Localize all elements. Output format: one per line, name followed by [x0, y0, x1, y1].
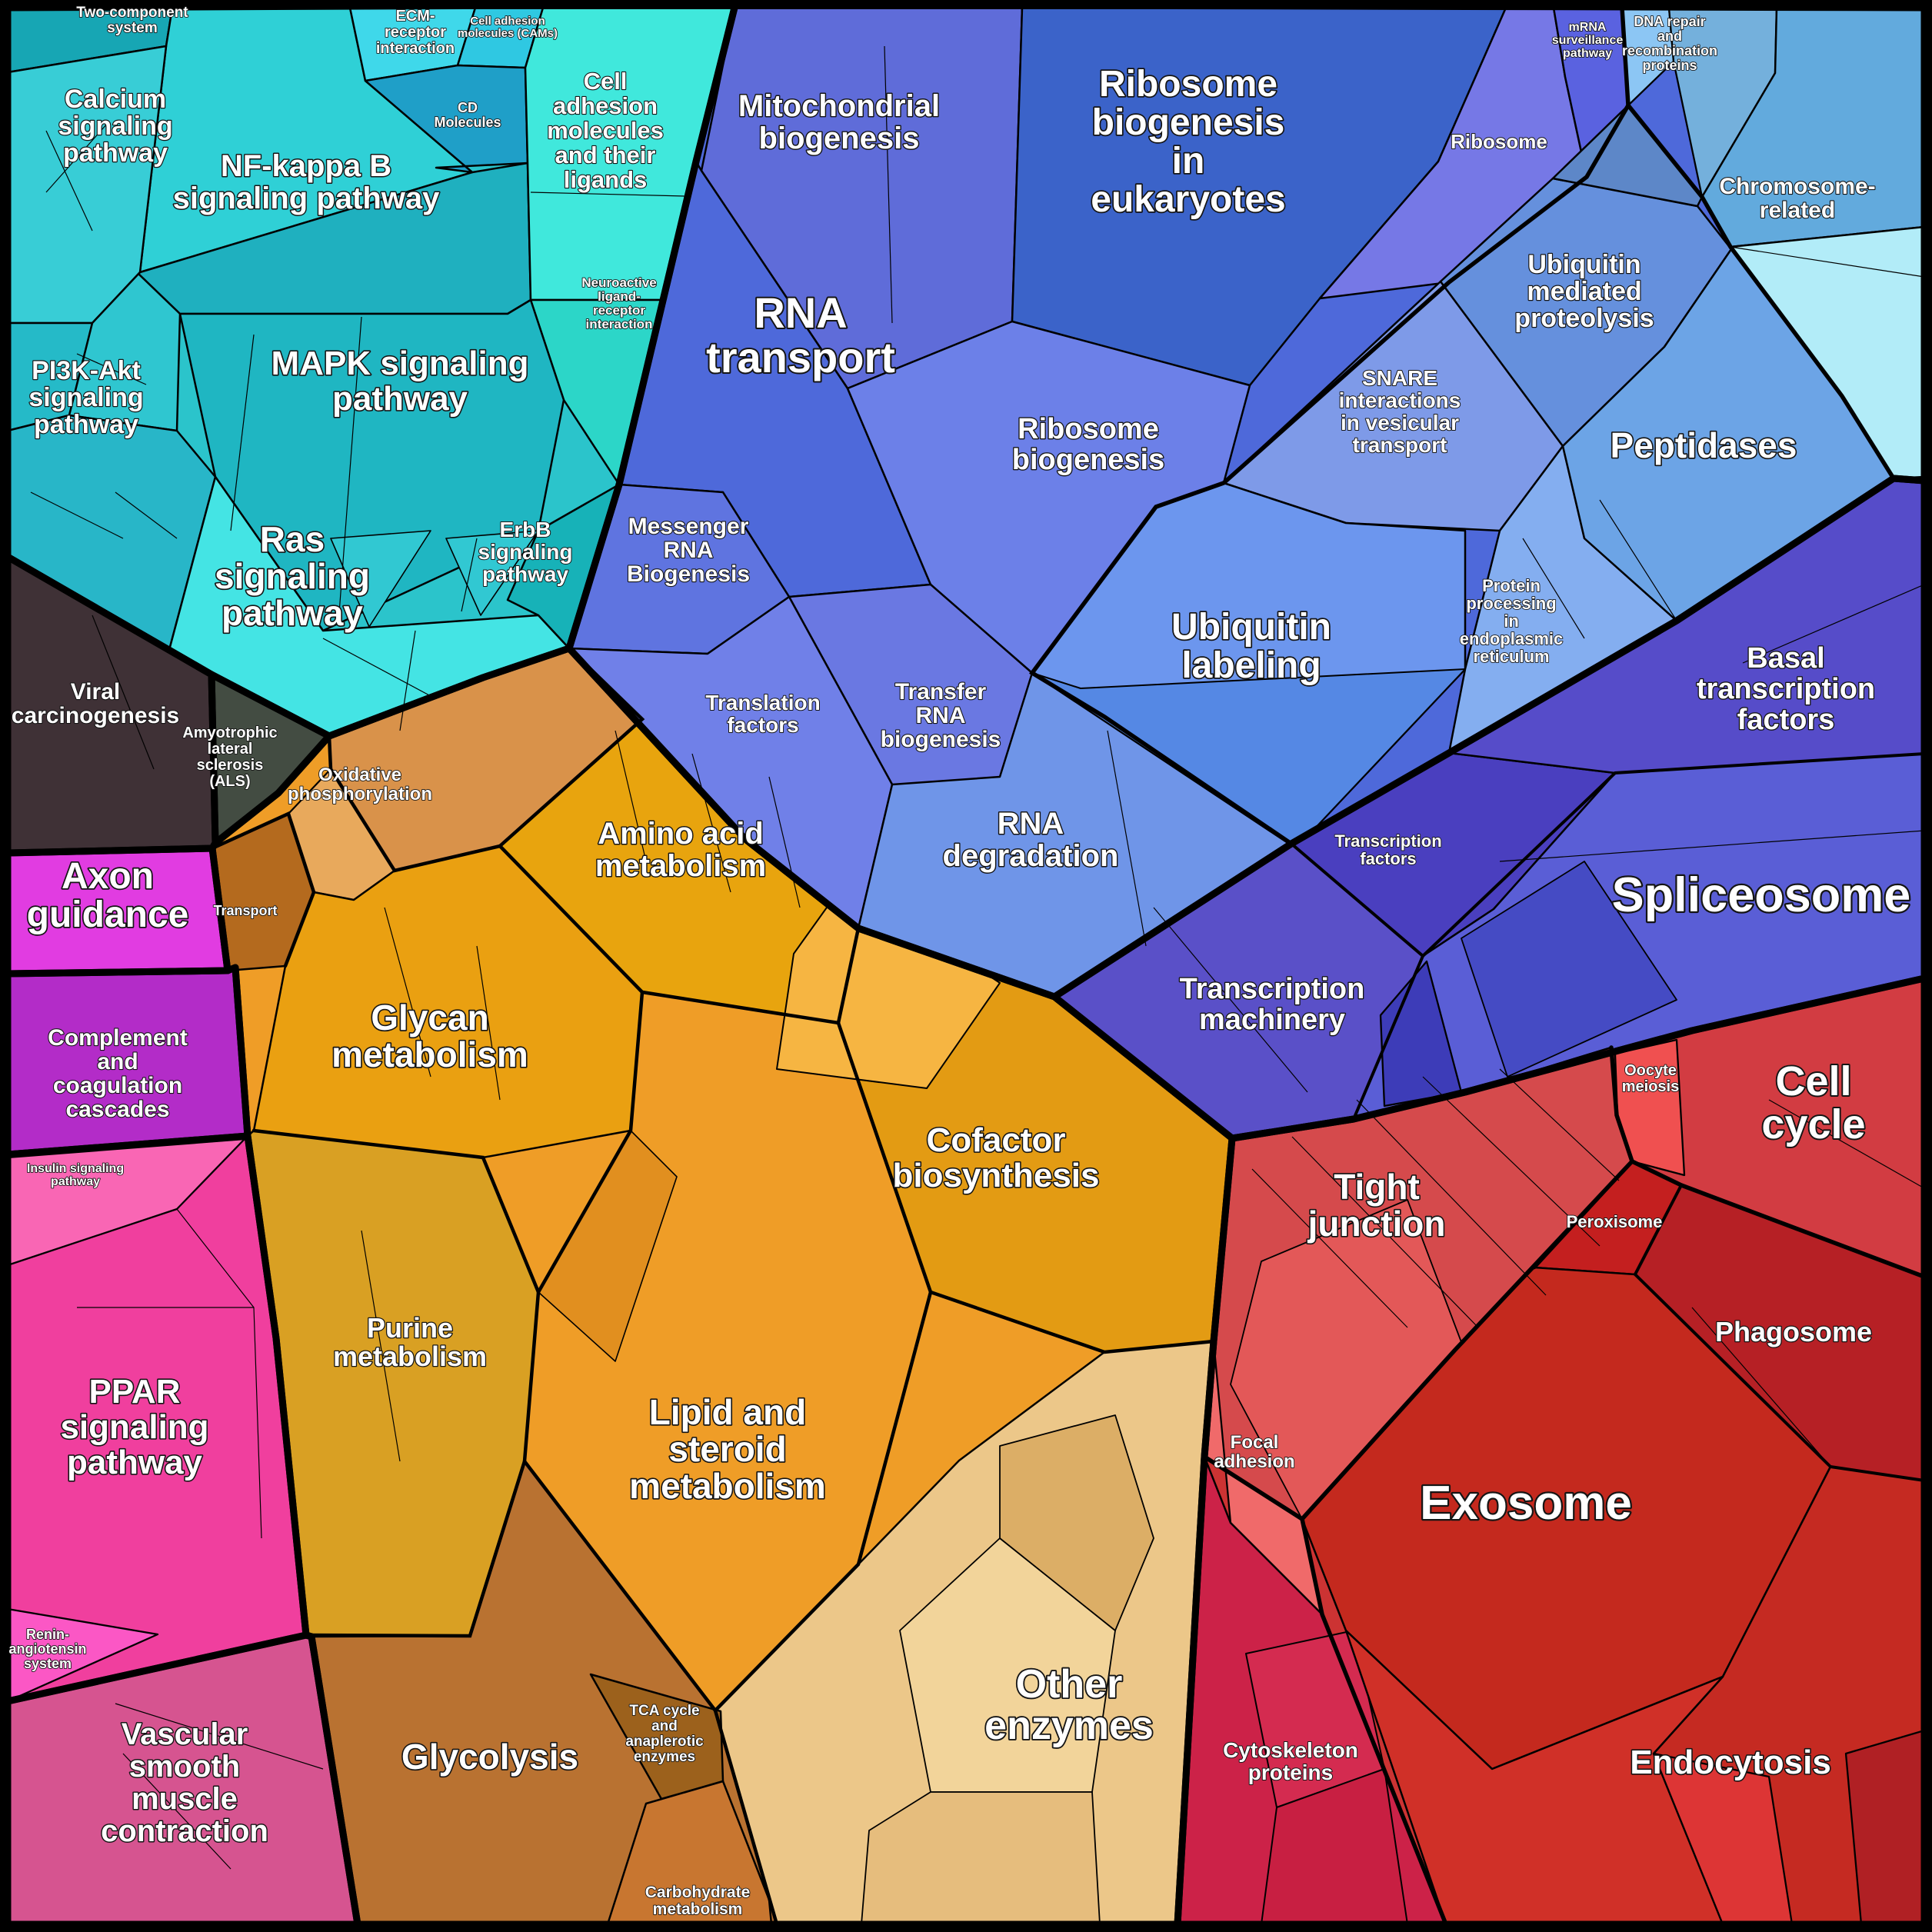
svg-text:Ribosome: Ribosome	[1451, 130, 1547, 153]
svg-text:Glycolysis: Glycolysis	[401, 1737, 578, 1777]
svg-text:Peroxisome: Peroxisome	[1567, 1212, 1663, 1231]
svg-text:Chromosome-related: Chromosome-related	[1719, 174, 1875, 223]
svg-text:Peptidases: Peptidases	[1611, 425, 1797, 465]
svg-text:Phagosome: Phagosome	[1715, 1316, 1872, 1347]
svg-text:Endocytosis: Endocytosis	[1630, 1744, 1831, 1781]
svg-text:Exosome: Exosome	[1420, 1477, 1632, 1530]
svg-text:Transport: Transport	[213, 903, 277, 918]
svg-text:Spliceosome: Spliceosome	[1612, 868, 1911, 922]
